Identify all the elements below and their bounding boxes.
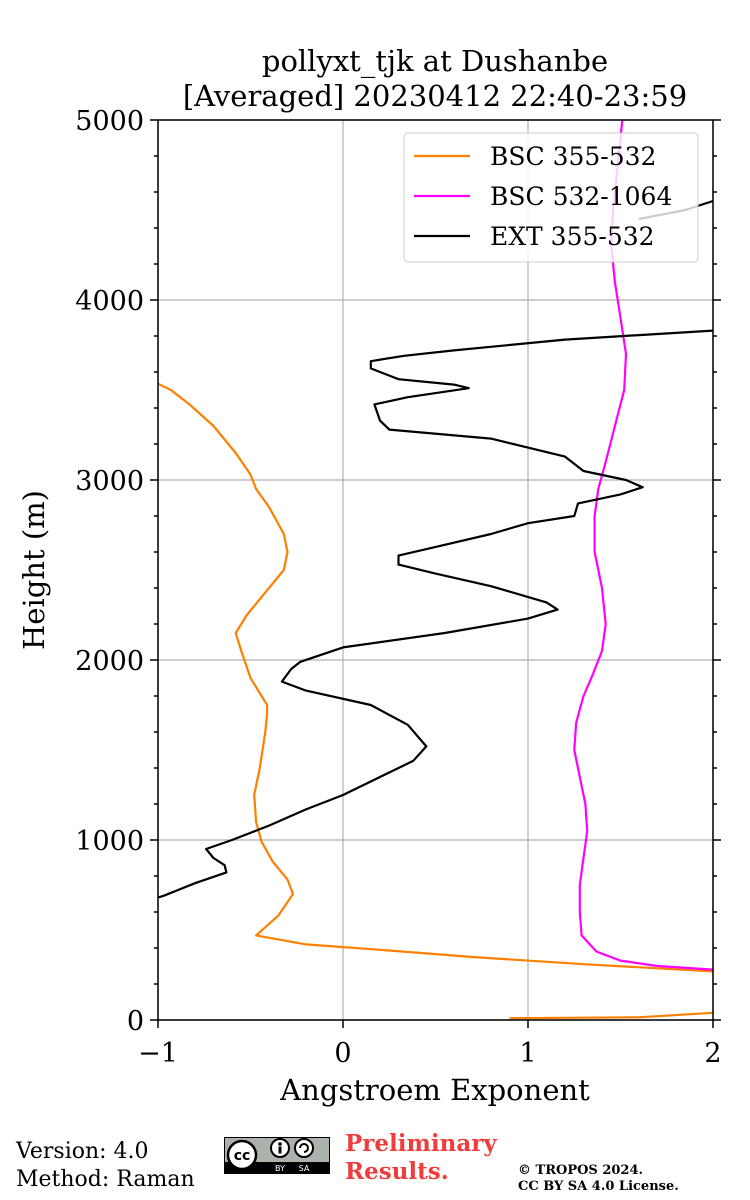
series-line-ext-355-532 bbox=[158, 329, 713, 899]
x-tick-label: 1 bbox=[519, 1038, 536, 1069]
cc-badge-text: cc bbox=[234, 1148, 251, 1164]
y-tick-label: 2000 bbox=[75, 646, 144, 677]
preliminary-line-2: Results. bbox=[345, 1158, 449, 1185]
chart-title-line-2: [Averaged] 20230412 22:40-23:59 bbox=[183, 79, 687, 113]
x-tick-labels: −1 0 1 2 bbox=[138, 1038, 722, 1069]
x-tick-label: 2 bbox=[704, 1038, 721, 1069]
y-tick-labels: 0 1000 2000 3000 4000 5000 bbox=[75, 106, 144, 1037]
legend-label-bsc-355-532: BSC 355-532 bbox=[490, 142, 656, 171]
y-tick-label: 0 bbox=[127, 1006, 144, 1037]
legend: BSC 355-532 BSC 532-1064 EXT 355-532 bbox=[403, 132, 699, 263]
y-tick-label: 1000 bbox=[75, 826, 144, 857]
preliminary-line-1: Preliminary bbox=[345, 1130, 497, 1157]
x-tick-label: 0 bbox=[334, 1038, 351, 1069]
method-text: Method: Raman bbox=[16, 1167, 195, 1192]
x-axis-label: Angstroem Exponent bbox=[279, 1073, 590, 1107]
legend-label-ext-355-532: EXT 355-532 bbox=[490, 222, 655, 251]
plot-area bbox=[158, 120, 713, 1020]
cc-badge-sa: SA bbox=[299, 1164, 310, 1173]
y-tick-label: 3000 bbox=[75, 466, 144, 497]
plot-frame bbox=[157, 119, 714, 1021]
x-tick-label: −1 bbox=[138, 1038, 178, 1069]
version-info: Version: 4.0 Method: Raman bbox=[16, 1138, 195, 1194]
copyright-line-1: © TROPOS 2024. bbox=[518, 1163, 644, 1178]
copyright-line-2: CC BY SA 4.0 License. bbox=[518, 1179, 679, 1194]
cc-badge-by: BY bbox=[275, 1164, 285, 1173]
copyright-notice: © TROPOS 2024. CC BY SA 4.0 License. bbox=[518, 1163, 679, 1195]
chart-title-line-1: pollyxt_tjk at Dushanbe bbox=[262, 44, 608, 79]
legend-box bbox=[403, 132, 699, 263]
series-line-bsc-355-532 bbox=[158, 382, 713, 1020]
axis-ticks bbox=[150, 119, 721, 1028]
version-text: Version: 4.0 bbox=[16, 1139, 149, 1164]
series-line-bsc-532-1064 bbox=[573, 120, 713, 971]
legend-label-bsc-532-1064: BSC 532-1064 bbox=[490, 182, 672, 211]
y-tick-label: 4000 bbox=[75, 286, 144, 317]
cc-by-sa-license-icon: cc BY SA bbox=[224, 1137, 330, 1174]
y-tick-label: 5000 bbox=[75, 106, 144, 137]
y-axis-label: Height (m) bbox=[17, 490, 51, 650]
chart: pollyxt_tjk at Dushanbe [Averaged] 20230… bbox=[17, 44, 722, 1107]
preliminary-notice: Preliminary Results. bbox=[345, 1130, 497, 1186]
